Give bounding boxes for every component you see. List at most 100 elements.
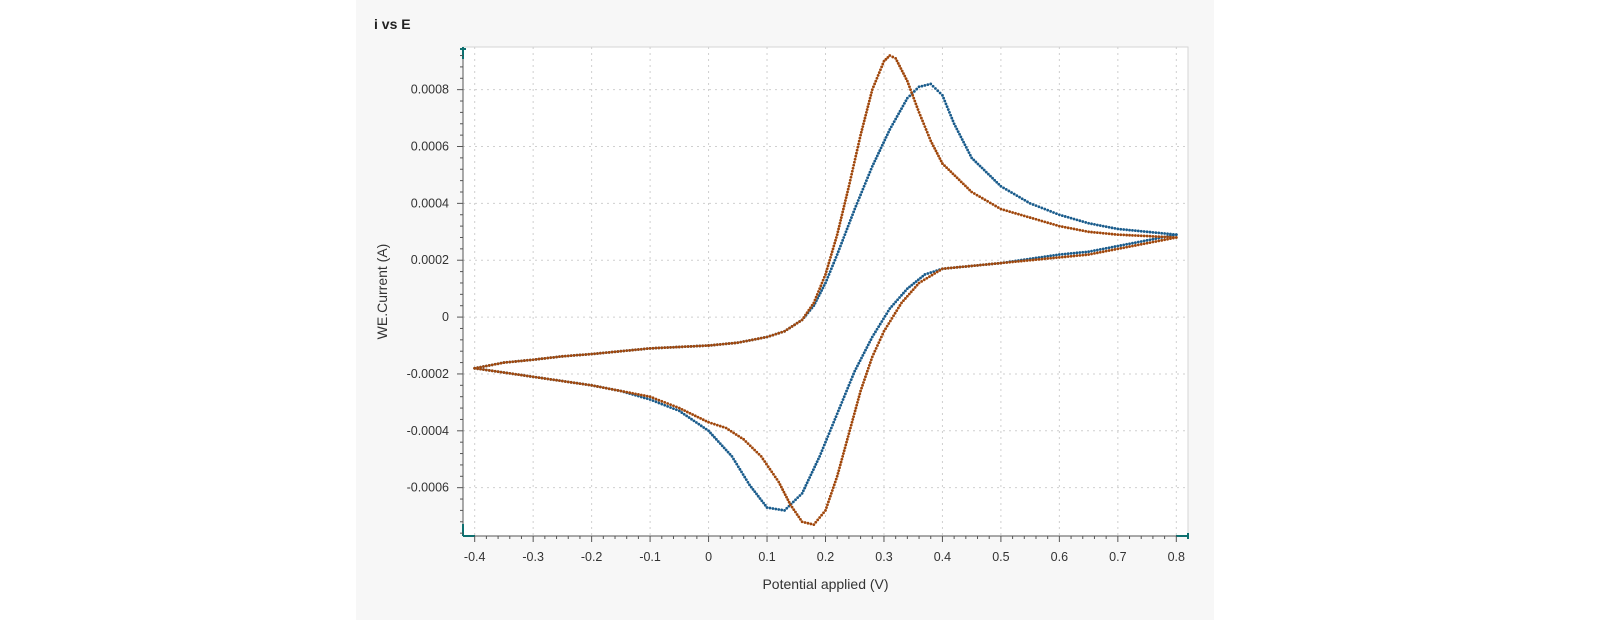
- series-0-point-47: [648, 398, 652, 401]
- series-1-dot: [476, 366, 480, 370]
- series-1-dot: [910, 91, 914, 94]
- series-1-dot: [827, 261, 831, 265]
- series-1-dot: [853, 409, 857, 413]
- series-1-point-7: [835, 233, 839, 237]
- series-1-point-53: [619, 389, 623, 393]
- series-1-dot: [1060, 255, 1064, 259]
- series-0-dot: [850, 216, 853, 219]
- series-1-dot: [616, 389, 620, 392]
- series-1-dot: [864, 113, 868, 117]
- series-0-point-26: [1116, 244, 1120, 248]
- series-0-dot: [967, 151, 971, 155]
- series-1-dot: [1046, 221, 1050, 225]
- series-1-dot: [505, 360, 509, 364]
- series-1-dot: [841, 454, 845, 458]
- series-1-dot: [628, 391, 632, 395]
- series-1-dot: [520, 359, 523, 363]
- series-0-dot: [1023, 198, 1027, 202]
- series-1-dot: [685, 410, 689, 414]
- series-1-dot: [1008, 260, 1012, 264]
- series-1-point-29: [1087, 253, 1091, 256]
- series-1-dot: [852, 412, 856, 416]
- series-1-dot: [857, 395, 861, 399]
- series-0-dot: [1148, 238, 1152, 242]
- series-1-point-46: [777, 480, 781, 484]
- series-0-dot: [774, 507, 778, 511]
- series-0-dot: [714, 437, 718, 441]
- series-1-dot: [558, 355, 561, 359]
- series-0-dot: [840, 400, 844, 404]
- series-0-dot: [879, 146, 883, 150]
- series-1-point-39: [859, 389, 862, 393]
- series-0-dot: [821, 446, 825, 450]
- series-1-dot: [1131, 233, 1134, 237]
- series-1-dot: [751, 338, 754, 342]
- series-1-dot: [1119, 233, 1123, 237]
- series-0-dot: [863, 182, 867, 185]
- series-0-dot: [702, 426, 706, 429]
- series-1-dot: [528, 358, 532, 362]
- series-0-point-27: [1087, 250, 1091, 254]
- series-1-dot: [642, 347, 646, 351]
- series-1-dot: [1160, 238, 1164, 242]
- series-1-dot: [499, 361, 503, 365]
- series-0-dot: [814, 462, 818, 466]
- series-1-dot: [745, 339, 748, 343]
- series-1-dot: [537, 357, 541, 361]
- series-1-dot: [517, 373, 520, 377]
- series-1-dot: [943, 164, 946, 167]
- series-0-dot: [828, 270, 832, 273]
- x-tick-label-1: -0.3: [522, 550, 544, 564]
- series-1-dot: [713, 343, 716, 347]
- series-1-dot: [575, 381, 579, 385]
- series-1-dot: [841, 207, 845, 211]
- series-0-dot: [914, 280, 918, 283]
- series-0-dot: [1040, 255, 1044, 259]
- series-1-dot: [881, 332, 885, 336]
- series-1-dot: [1148, 234, 1152, 238]
- series-1-dot: [578, 353, 582, 357]
- series-0-dot: [827, 432, 831, 436]
- series-0-point-16: [970, 156, 974, 160]
- series-1-dot: [1063, 255, 1067, 259]
- series-0-dot: [976, 162, 980, 166]
- series-0-dot: [1052, 253, 1055, 257]
- series-0-dot: [1043, 207, 1047, 211]
- series-1-dot: [763, 460, 767, 463]
- series-1-dot: [555, 378, 558, 382]
- series-0-dot: [672, 407, 675, 411]
- series-1-dot: [951, 172, 955, 176]
- series-1-dot: [765, 462, 768, 466]
- series-1-dot: [771, 333, 775, 337]
- series-0-dot: [855, 201, 859, 205]
- series-1-dot: [955, 265, 959, 269]
- series-0-dot: [842, 236, 846, 239]
- series-0-dot: [1122, 243, 1126, 247]
- series-1-dot: [479, 365, 482, 369]
- chart-panel: i vs E -0.4 -0.3 -0.2 -0.1 0 0.1 0.2 0.3 0.4 0.5 0…: [356, 0, 1214, 620]
- series-0-dot: [828, 429, 832, 433]
- series-1-dot: [779, 485, 783, 489]
- y-tick-label-6: 0.0006: [411, 140, 449, 154]
- series-1-dot: [833, 241, 837, 245]
- series-1-dot: [701, 418, 705, 422]
- series-1-dot: [803, 521, 807, 524]
- series-1-dot: [1084, 229, 1088, 233]
- series-1-dot: [909, 290, 913, 294]
- series-1-dot: [856, 400, 859, 404]
- series-1-dot: [866, 366, 870, 370]
- series-1-dot: [1011, 211, 1014, 214]
- series-0-dot: [1107, 246, 1111, 250]
- series-1-dot: [669, 345, 672, 349]
- series-0-dot: [822, 443, 826, 447]
- series-1-dot: [1148, 241, 1152, 245]
- series-1-dot: [822, 511, 825, 515]
- series-1-dot: [1128, 245, 1131, 248]
- series-1-dot: [654, 397, 658, 401]
- series-1-dot: [920, 279, 924, 283]
- series-1-dot: [900, 69, 904, 73]
- series-0-dot: [997, 182, 1001, 186]
- series-1-dot: [930, 273, 934, 277]
- series-0-point-28: [1057, 253, 1061, 256]
- series-1-dot: [753, 337, 757, 341]
